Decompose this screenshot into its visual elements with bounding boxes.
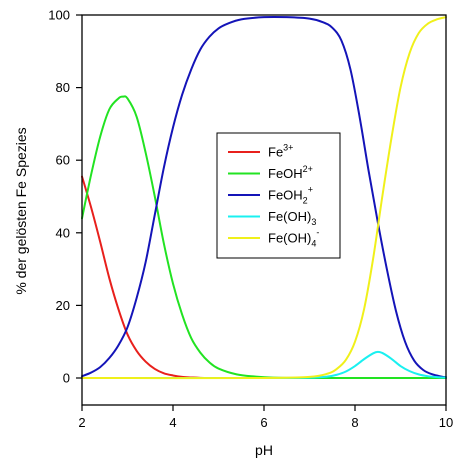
- x-axis-title: pH: [255, 442, 273, 458]
- x-tick-label-8: 8: [351, 415, 358, 430]
- legend-label-part: Fe(OH): [268, 209, 311, 224]
- x-tick-label-10: 10: [439, 415, 453, 430]
- legend-label-part: FeOH: [268, 166, 303, 181]
- series-line-3: [81, 15, 447, 379]
- x-tick-label-4: 4: [169, 415, 176, 430]
- legend-label-part: FeOH: [268, 188, 303, 203]
- legend-item-5: Fe(OH)4-: [228, 228, 319, 249]
- legend-item-3: FeOH2+: [228, 185, 313, 206]
- legend-label-1: Fe3+: [268, 143, 293, 160]
- series-line-5: [81, 16, 447, 380]
- legend-label-part: 2: [303, 196, 308, 206]
- x-tick-label-6: 6: [260, 415, 267, 430]
- y-tick-label-100: 100: [48, 8, 70, 23]
- y-axis-title: % der gelösten Fe Spezies: [13, 127, 29, 294]
- y-tick-label-20: 20: [56, 298, 70, 313]
- y-tick-label-0: 0: [63, 371, 70, 386]
- legend-label-4: Fe(OH)3: [268, 209, 316, 227]
- series-curves: [81, 15, 447, 380]
- legend-label-3: FeOH2+: [268, 185, 313, 206]
- y-tick-label-60: 60: [56, 153, 70, 168]
- legend-label-2: FeOH2+: [268, 164, 313, 181]
- y-axis: 0 20 40 60 80 100: [48, 8, 82, 386]
- y-tick-label-80: 80: [56, 80, 70, 95]
- series-line-4: [81, 350, 447, 380]
- legend-label-part: 2+: [303, 164, 313, 174]
- x-tick-label-2: 2: [78, 415, 85, 430]
- legend-label-5: Fe(OH)4-: [268, 228, 319, 249]
- y-tick-label-40: 40: [56, 225, 70, 240]
- legend-label-part: 4: [311, 239, 316, 249]
- legend-label-part: +: [308, 185, 313, 195]
- legend-label-part: 3: [311, 217, 316, 227]
- legend-label-part: -: [316, 228, 319, 238]
- legend-item-2: FeOH2+: [228, 164, 313, 181]
- x-axis: 2 4 6 8 10: [78, 405, 453, 430]
- legend-item-1: Fe3+: [228, 143, 293, 160]
- legend-label-part: Fe(OH): [268, 231, 311, 246]
- legend-label-part: 3+: [283, 143, 293, 153]
- legend: Fe3+FeOH2+FeOH2+Fe(OH)3Fe(OH)4-: [216, 132, 341, 259]
- legend-label-part: Fe: [268, 145, 283, 160]
- legend-item-4: Fe(OH)3: [228, 209, 316, 227]
